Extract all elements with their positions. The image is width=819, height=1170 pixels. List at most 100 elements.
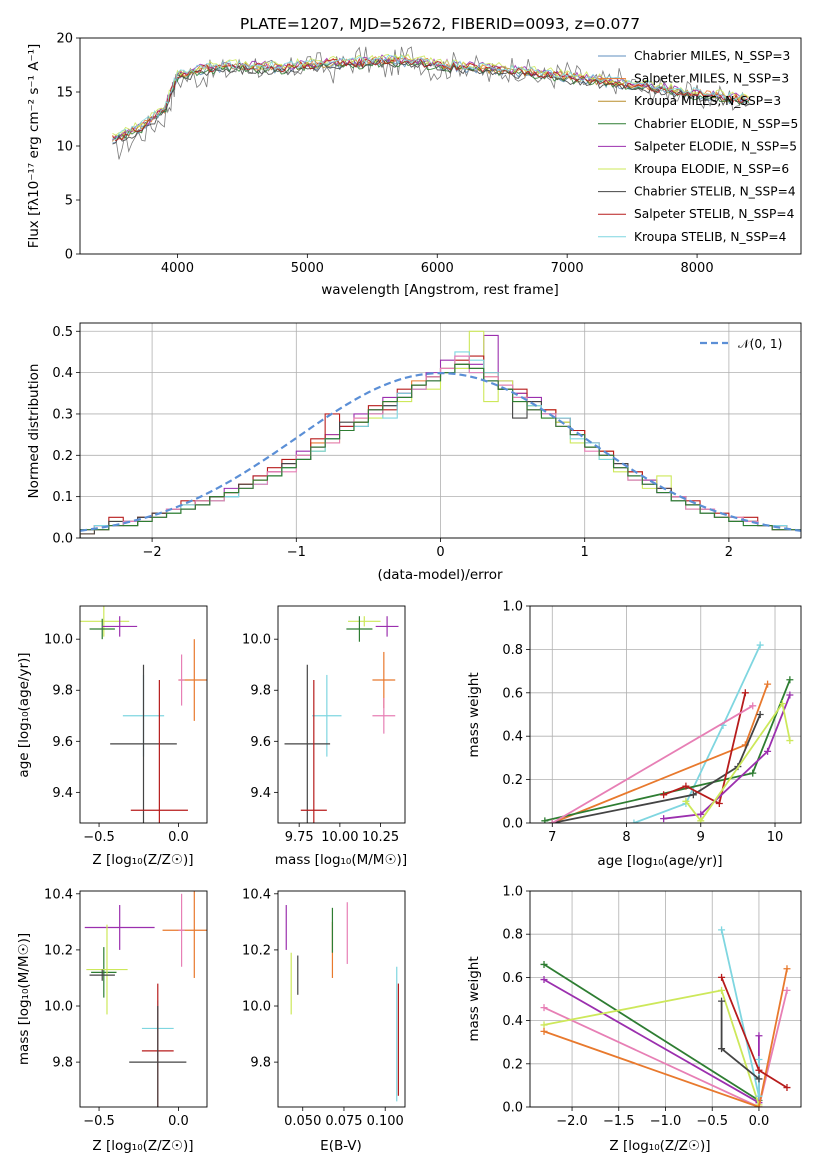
y-tick-label: 0.2 xyxy=(502,773,523,788)
x-tick-label: 9.75 xyxy=(285,830,314,845)
x-tick-label: 2 xyxy=(725,545,733,560)
y-tick-label: 0.1 xyxy=(52,490,73,505)
x-tick-label: −0.5 xyxy=(83,1114,115,1129)
y-tick-label: 20 xyxy=(56,32,73,47)
legend-label: Salpeter ELODIE, N_SSP=5 xyxy=(634,139,797,153)
mass-weight-vs-age-panel: 7 8 9 10 0.0 0.2 0.4 0.6 0.8 1.0 xyxy=(502,600,802,845)
x-tick-label: 4000 xyxy=(161,261,194,276)
plot-area xyxy=(285,902,400,1102)
y-tick-label: 0.6 xyxy=(502,686,523,701)
mass-weight-marker xyxy=(786,691,794,699)
model-spectrum-line xyxy=(112,57,750,142)
y-tick-label: 9.4 xyxy=(52,786,73,801)
mass-ebv-xlabel: E(B-V) xyxy=(320,1138,362,1154)
y-tick-label: 0.2 xyxy=(52,449,73,464)
x-tick-label: −1.0 xyxy=(650,1114,682,1129)
mass-weight-line xyxy=(543,990,788,1107)
mass-weight-marker xyxy=(540,976,548,984)
plot-area xyxy=(80,330,801,538)
mw-age-xlabel: age [log₁₀(age/yr)] xyxy=(597,853,722,869)
axes-frame xyxy=(277,890,406,1108)
spectrum-title: PLATE=1207, MJD=52672, FIBERID=0093, z=0… xyxy=(240,15,640,33)
mass-weight-marker xyxy=(778,700,786,708)
y-tick-label: 10.0 xyxy=(242,633,271,648)
x-tick-label: 7000 xyxy=(551,261,584,276)
y-tick-label: 0.3 xyxy=(52,407,73,422)
mass-weight-marker xyxy=(783,986,791,994)
y-tick-label: 9.8 xyxy=(250,1056,271,1071)
x-tick-label: 1 xyxy=(581,545,589,560)
mass-weight-marker xyxy=(755,1066,763,1074)
y-tick-label: 10.4 xyxy=(44,887,73,902)
x-tick-label: 0.075 xyxy=(325,1114,362,1129)
plot-area xyxy=(84,891,207,1107)
x-tick-label: −1 xyxy=(287,545,306,560)
legend-label: Kroupa ELODIE, N_SSP=6 xyxy=(634,162,789,176)
mass-weight-marker xyxy=(697,817,705,823)
mass-weight-marker xyxy=(630,819,638,823)
x-tick-label: 10.00 xyxy=(321,830,358,845)
y-tick-label: 15 xyxy=(56,86,73,101)
observed-spectrum-line xyxy=(112,46,750,160)
residual-xlabel: (data-model)/error xyxy=(377,567,503,583)
x-tick-label: −2.0 xyxy=(556,1114,588,1129)
age-vs-mass-panel: 9.75 10.00 10.25 9.4 9.6 9.8 10.0 xyxy=(242,605,406,845)
y-tick-label: 10.0 xyxy=(242,1000,271,1015)
normal-curve xyxy=(80,371,801,532)
x-tick-label: 9 xyxy=(697,830,705,845)
spectrum-ylabel: Flux [fλ10⁻¹⁷ erg cm⁻² s⁻¹ A⁻¹] xyxy=(26,44,42,249)
y-tick-label: 0 xyxy=(65,248,73,263)
y-tick-label: 1.0 xyxy=(502,600,523,615)
axes-frame xyxy=(277,605,406,824)
y-tick-label: 10.0 xyxy=(44,1000,73,1015)
mass-weight-marker xyxy=(755,1055,763,1063)
plot-area xyxy=(540,926,791,1107)
mass-weight-line xyxy=(663,692,747,805)
mass-weight-marker xyxy=(756,641,764,649)
mass-weight-marker xyxy=(689,791,697,799)
x-tick-label: 5000 xyxy=(291,261,324,276)
legend-label: Kroupa MILES, N_SSP=3 xyxy=(634,94,781,108)
model-spectrum-line xyxy=(112,54,750,141)
plot-area xyxy=(112,46,750,160)
mass-weight-marker xyxy=(541,817,549,823)
x-tick-label: −2 xyxy=(143,545,162,560)
mw-z-xlabel: Z [log₁₀(Z/Z☉)] xyxy=(609,1138,710,1154)
model-spectrum-line xyxy=(112,53,750,136)
mass-weight-marker xyxy=(749,702,757,710)
x-tick-label: 8 xyxy=(622,830,630,845)
y-tick-label: 0.4 xyxy=(502,1014,523,1029)
mass-weight-marker xyxy=(786,676,794,684)
axes-frame xyxy=(79,890,208,1108)
x-tick-label: 0.050 xyxy=(284,1114,321,1129)
mass-weight-marker xyxy=(715,799,723,807)
mass-vs-reddening-panel: 0.050 0.075 0.100 9.8 10.0 10.2 10.4 xyxy=(242,887,406,1129)
mw-z-ylabel: mass weight xyxy=(466,956,482,1041)
mass-weight-marker xyxy=(718,1045,726,1053)
mass-weight-marker xyxy=(749,769,757,777)
axis-titles: wavelength [Angstrom, rest frame] Flux [… xyxy=(16,44,723,1154)
y-tick-label: 0.4 xyxy=(502,730,523,745)
y-tick-label: 9.4 xyxy=(250,786,271,801)
mass-z-xlabel: Z [log₁₀(Z/Z☉)] xyxy=(92,1138,193,1154)
mass-weight-marker xyxy=(718,973,726,981)
y-tick-label: 9.8 xyxy=(52,684,73,699)
mass-weight-line xyxy=(633,644,762,823)
x-tick-label: −1.5 xyxy=(603,1114,635,1129)
residual-histogram-panel: −2 −1 0 1 2 0.0 0.1 0.2 0.3 0.4 0.5 𝒩(0, 1) xyxy=(52,322,802,560)
mass-weight-marker xyxy=(783,965,791,973)
mass-weight-marker xyxy=(540,1027,548,1035)
legend-label: Chabrier ELODIE, N_SSP=5 xyxy=(634,117,798,131)
y-tick-label: 0.0 xyxy=(502,1101,523,1116)
mass-weight-marker xyxy=(755,1103,763,1107)
y-tick-label: 9.8 xyxy=(250,684,271,699)
spectrum-xlabel: wavelength [Angstrom, rest frame] xyxy=(321,282,559,298)
x-tick-label: 0 xyxy=(436,545,444,560)
mass-weight-marker xyxy=(660,815,668,823)
y-tick-label: 10.2 xyxy=(44,943,73,958)
plot-area xyxy=(80,606,207,823)
y-tick-label: 0.6 xyxy=(502,971,523,986)
mass-weight-marker xyxy=(755,1075,763,1083)
mass-vs-metallicity-panel: −0.5 0.0 9.8 10.0 10.2 10.4 xyxy=(44,887,208,1129)
mass-weight-marker xyxy=(718,997,726,1005)
